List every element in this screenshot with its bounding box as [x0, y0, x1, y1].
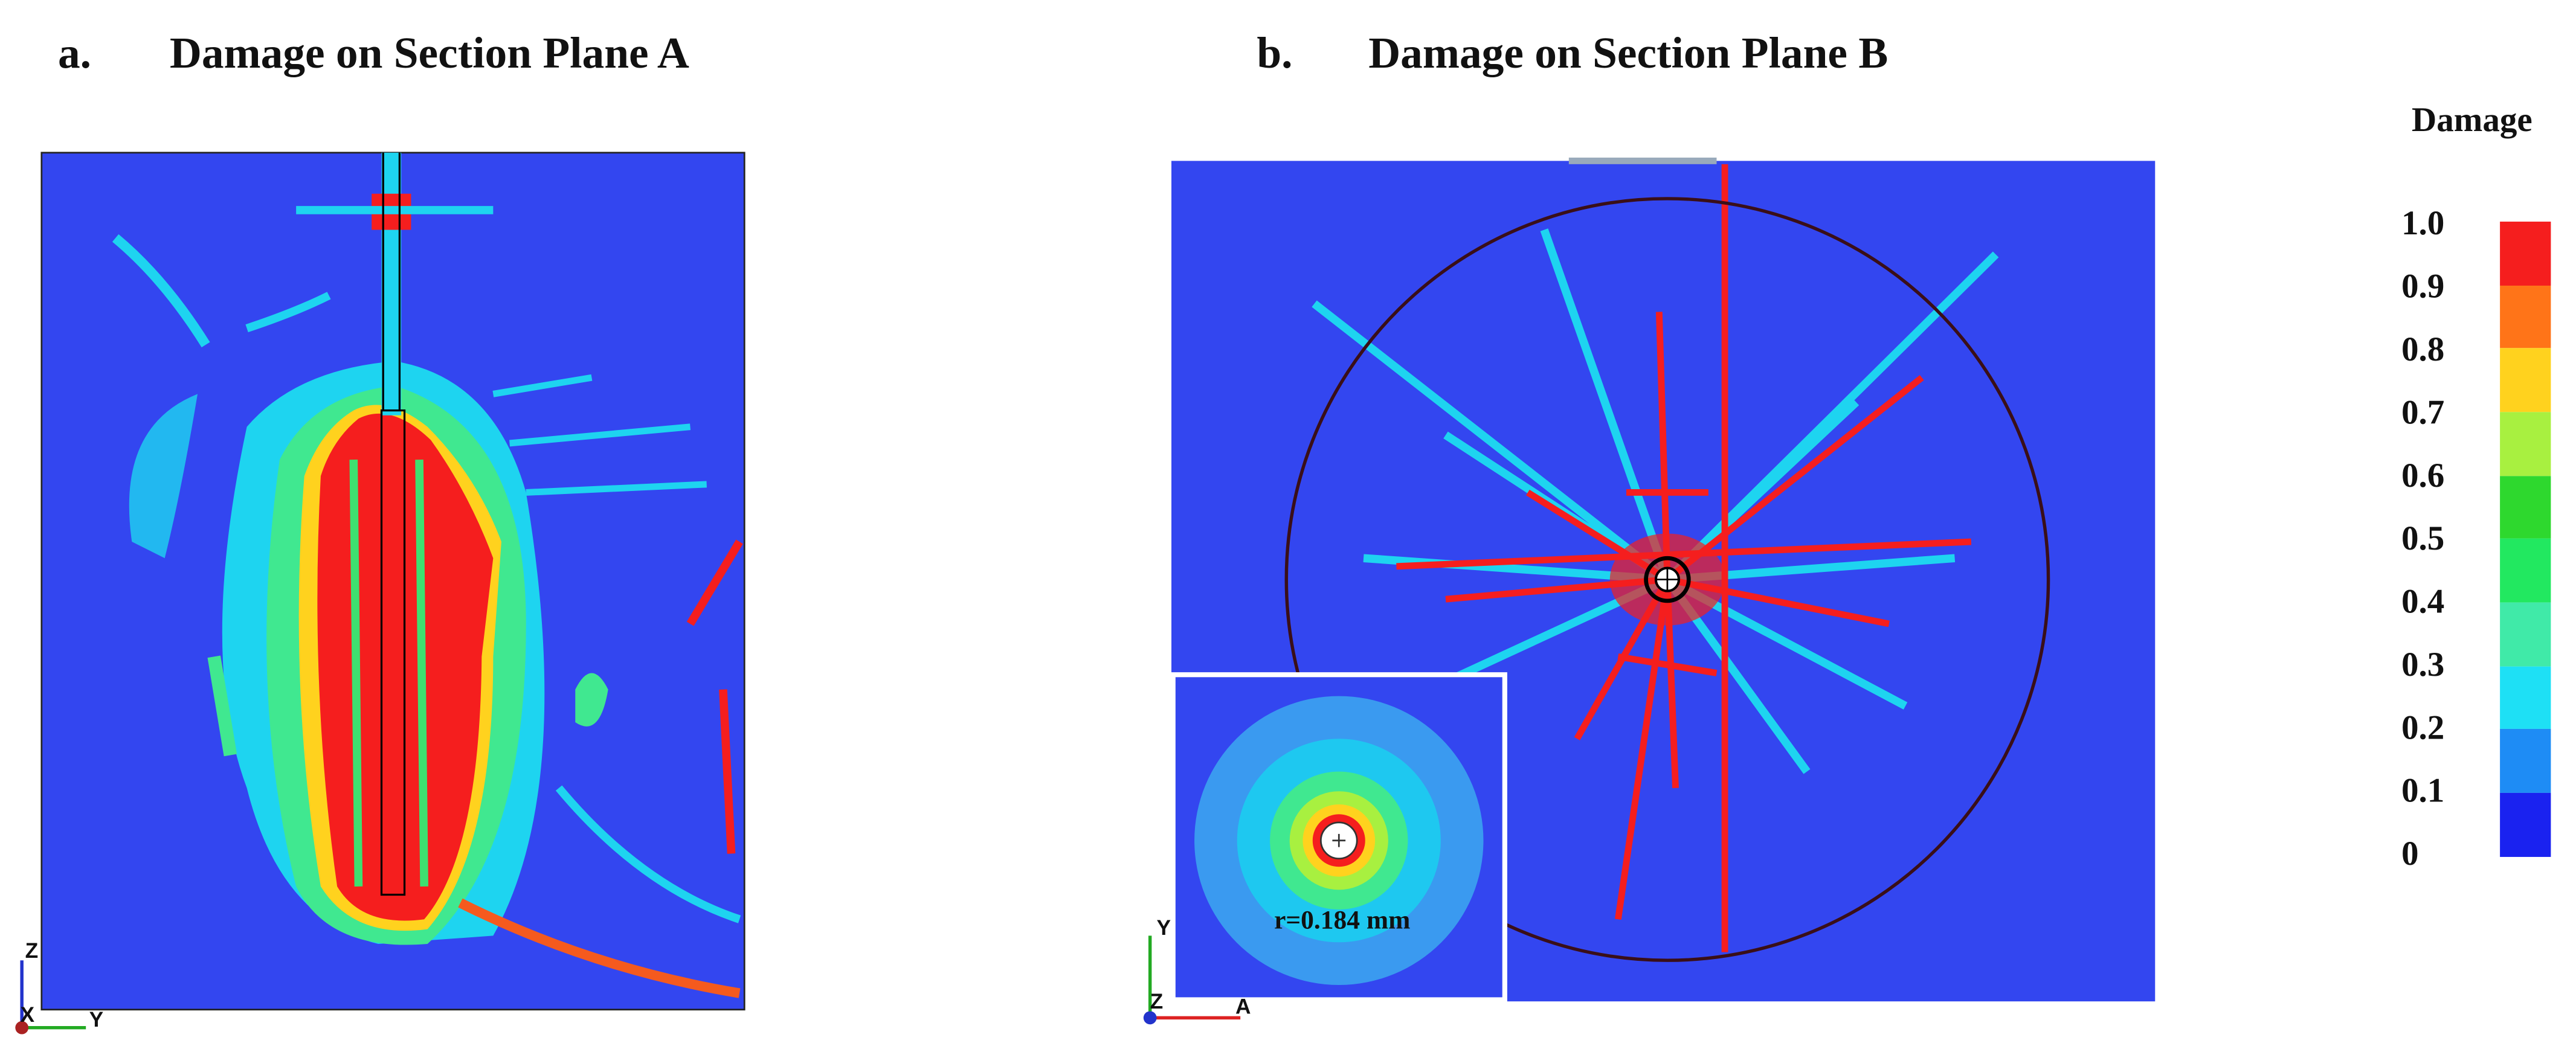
- damage-map-b: r=0.184 mm: [1170, 157, 2156, 1002]
- colorbar-tick-label: 0.7: [2401, 393, 2444, 431]
- inset-label: r=0.184 mm: [1274, 906, 1410, 935]
- panel-title: Damage on Section Plane B: [1368, 28, 1888, 77]
- axis-label: A: [1235, 995, 1251, 1018]
- axis-label: X: [20, 1003, 34, 1027]
- colorbar-tick-label: 0.4: [2401, 583, 2444, 621]
- panel-label: a.: [58, 28, 91, 77]
- damage-map-a: [40, 152, 745, 1011]
- axis-label: Z: [1150, 990, 1164, 1013]
- colorbar: [2500, 221, 2551, 857]
- panel-title: Damage on Section Plane A: [170, 28, 689, 77]
- axis-label: Y: [89, 1008, 104, 1031]
- colorbar-tick-label: 0.5: [2401, 519, 2444, 557]
- axis-triad: Z X Y: [15, 939, 103, 1035]
- colorbar-tick-label: 0.8: [2401, 330, 2444, 368]
- axis-triad: Y Z A: [1143, 916, 1251, 1025]
- colorbar-tick-label: 0: [2401, 835, 2419, 873]
- panel-label: b.: [1257, 28, 1292, 77]
- axis-label: Z: [25, 939, 39, 963]
- colorbar-tick-label: 0.9: [2401, 268, 2444, 306]
- colorbar-tick-label: 0.1: [2401, 772, 2444, 810]
- axis-label: Y: [1157, 916, 1171, 940]
- colorbar-tick-label: 1.0: [2401, 204, 2444, 242]
- colorbar-tick-label: 0.2: [2401, 708, 2444, 746]
- colorbar-tick-label: 0.3: [2401, 646, 2444, 684]
- colorbar-tick-label: 0.6: [2401, 457, 2444, 495]
- colorbar-title: Damage: [2412, 101, 2533, 139]
